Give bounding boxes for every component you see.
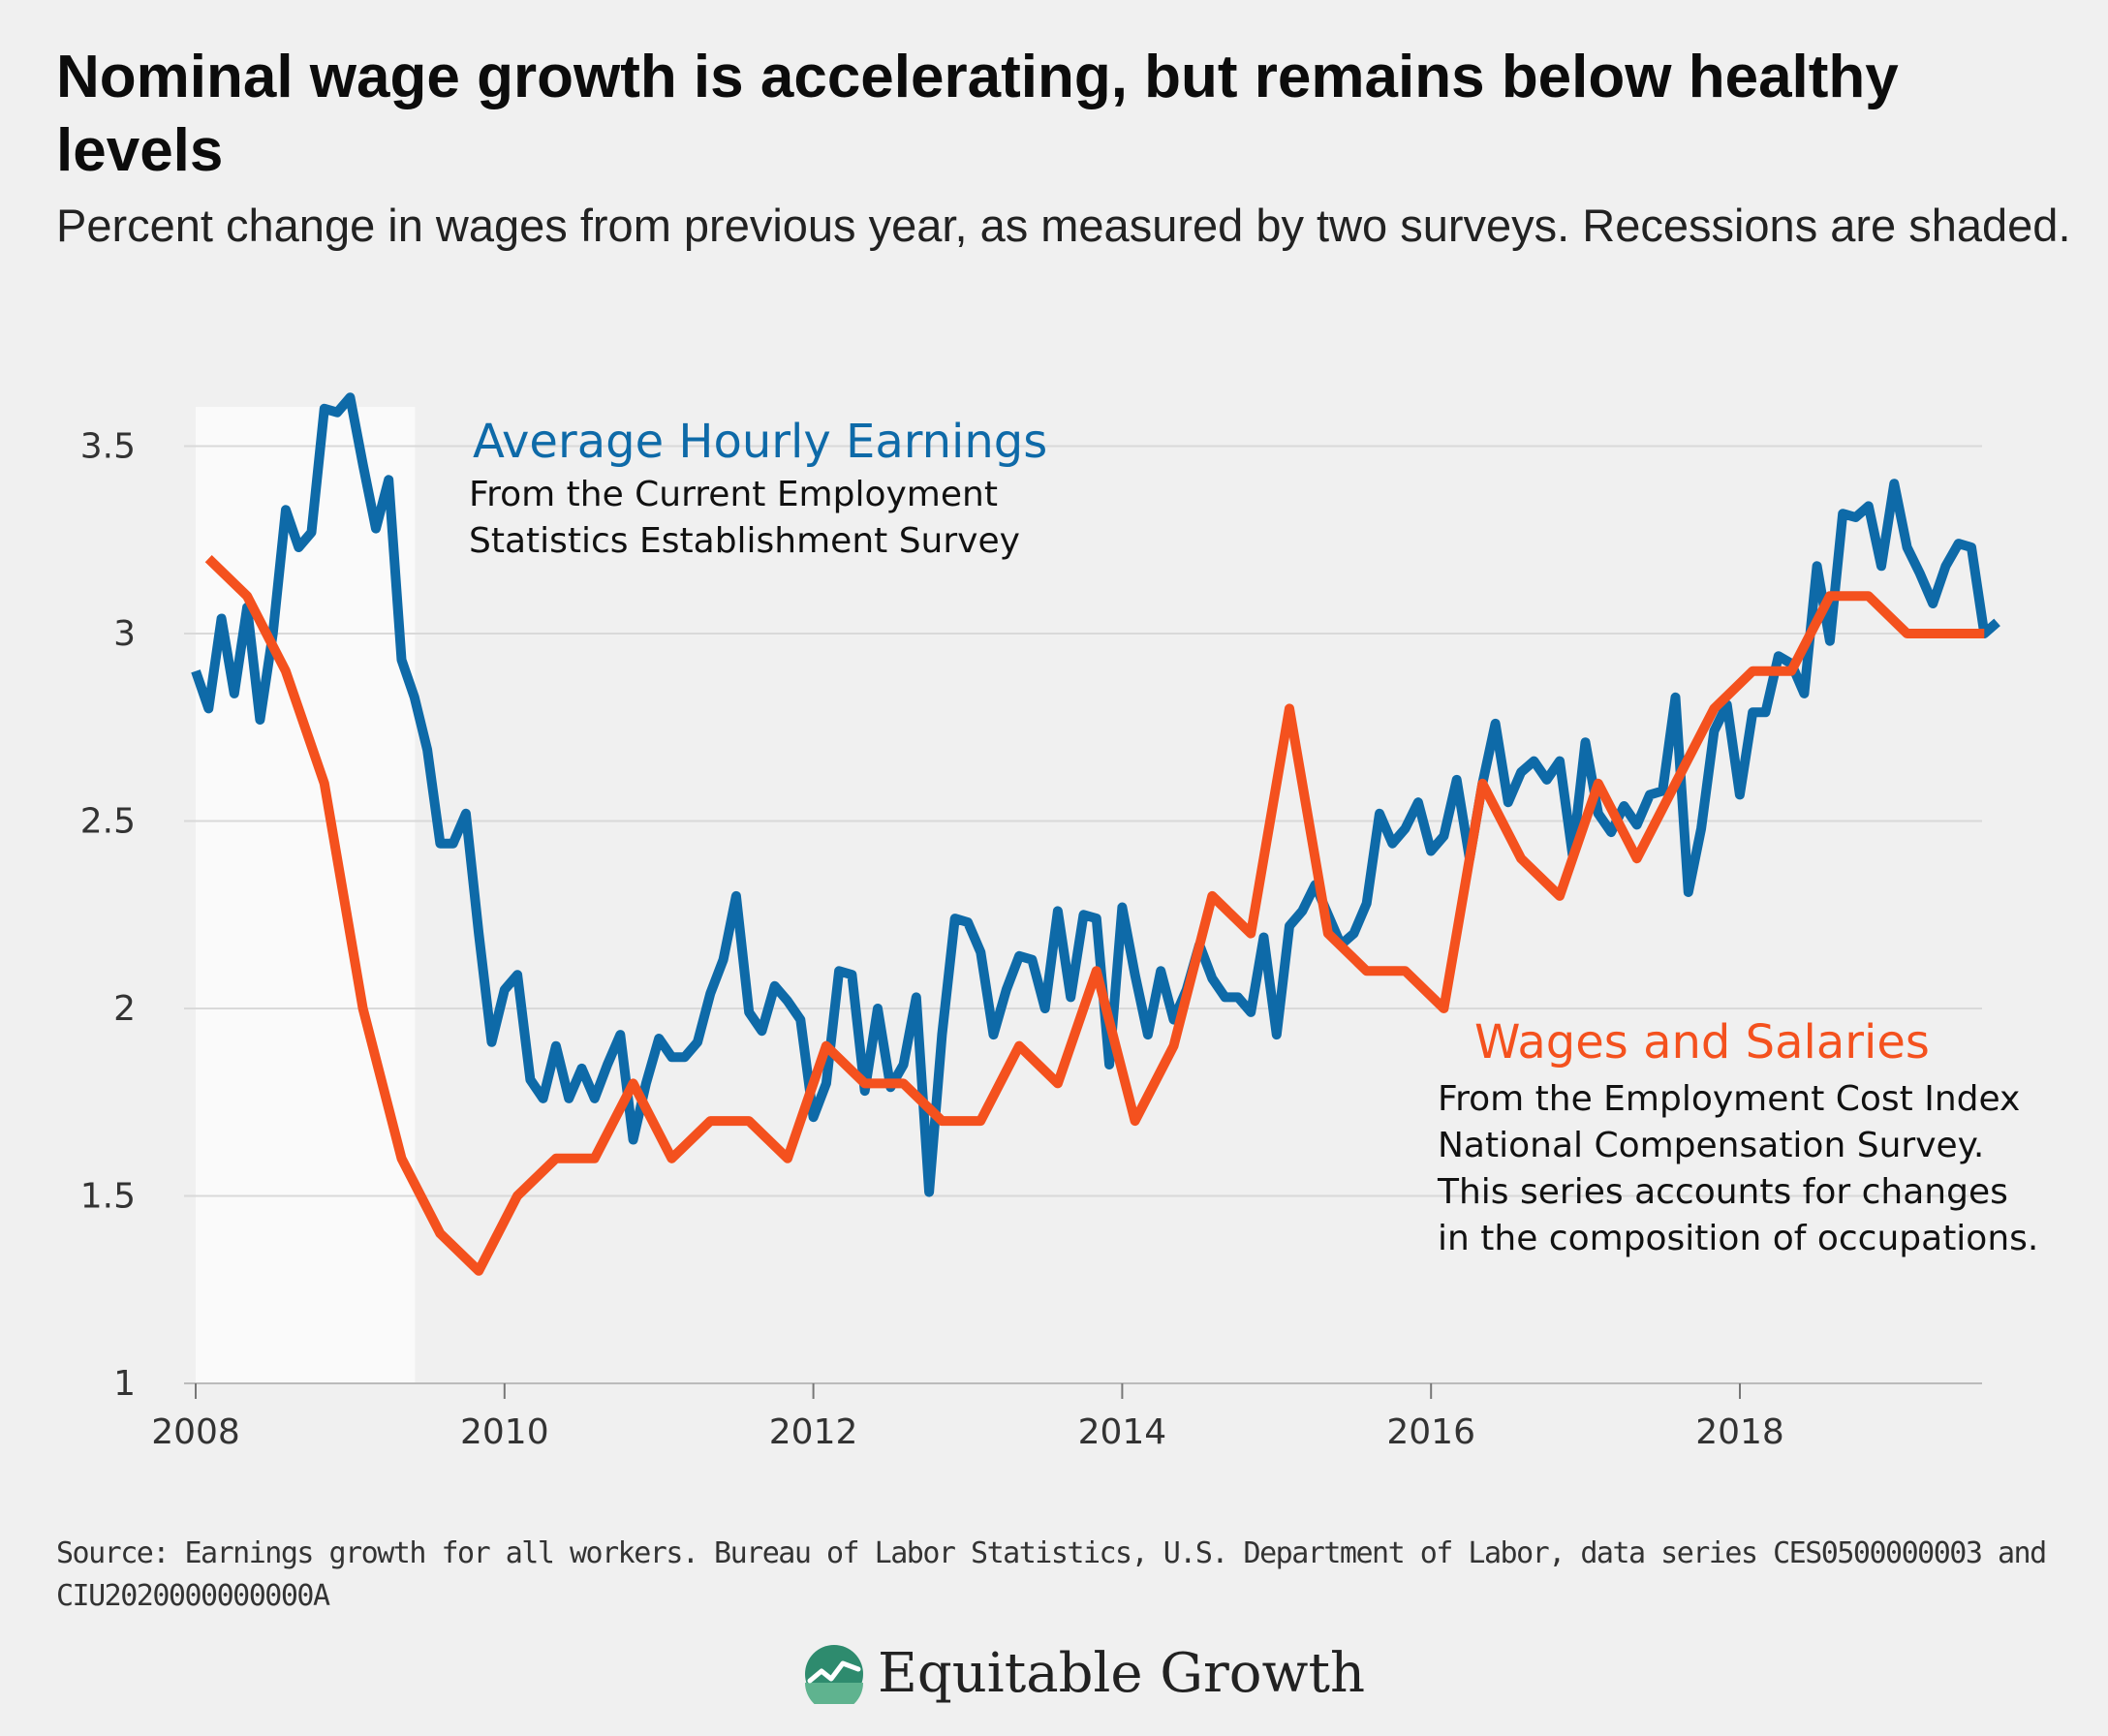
x-tick-label: 2014 xyxy=(1078,1412,1167,1452)
wages-label: Wages and Salaries xyxy=(1474,1015,1930,1070)
wages-desc-line-4: in the composition of occupations. xyxy=(1438,1219,2038,1258)
series-line-average-hourly-earnings xyxy=(191,392,2000,1197)
ahe-label: Average Hourly Earnings xyxy=(473,415,1047,469)
x-axis: 2008 2010 2012 2014 2016 2018 xyxy=(151,1382,1982,1452)
chart-subtitle: Percent change in wages from previous ye… xyxy=(56,200,2071,251)
x-tick-label: 2008 xyxy=(151,1412,240,1452)
brand-logo: Equitable Growth xyxy=(804,1642,1365,1705)
y-tick-label: 2 xyxy=(113,989,136,1029)
growth-chart-logo-icon xyxy=(805,1644,863,1704)
series-lines xyxy=(191,392,2000,1276)
wages-desc-line-1: From the Employment Cost Index xyxy=(1438,1079,2020,1119)
y-axis: 1 1.5 2 2.5 3 3.5 xyxy=(80,427,136,1405)
wages-desc-line-2: National Compensation Survey. xyxy=(1438,1126,1984,1165)
recession-shading xyxy=(196,407,416,1383)
ahe-desc-line-2: Statistics Establishment Survey xyxy=(469,521,1020,561)
x-tick-label: 2016 xyxy=(1386,1412,1475,1452)
series-line-wages-and-salaries xyxy=(204,555,1985,1276)
source-note: Source: Earnings growth for all workers.… xyxy=(56,1536,2047,1613)
ahe-desc-line-1: From the Current Employment xyxy=(469,475,998,514)
recession-band-0 xyxy=(196,407,416,1383)
brand-name: Equitable Growth xyxy=(878,1642,1366,1705)
y-tick-label: 2.5 xyxy=(80,802,136,842)
y-tick-label: 3 xyxy=(113,614,136,654)
x-tick-label: 2018 xyxy=(1695,1412,1784,1452)
y-tick-label: 1.5 xyxy=(80,1177,136,1217)
x-tick-label: 2010 xyxy=(460,1412,549,1452)
wages-desc-line-3: This series accounts for changes xyxy=(1437,1172,2008,1212)
chart-title: Nominal wage growth is accelerating, but… xyxy=(56,44,1899,184)
x-tick-label: 2012 xyxy=(769,1412,858,1452)
line-chart: 1 1.5 2 2.5 3 3.5 2008 2010 2012 2014 2016 2018 Av… xyxy=(80,392,2038,1452)
y-tick-label: 3.5 xyxy=(80,427,136,467)
y-tick-label: 1 xyxy=(113,1364,136,1404)
